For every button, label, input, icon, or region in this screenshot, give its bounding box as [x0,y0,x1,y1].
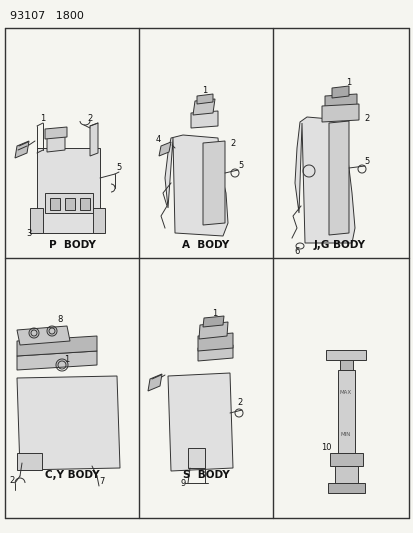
Polygon shape [17,453,42,470]
Text: MIN: MIN [340,432,350,438]
Text: 2: 2 [363,114,369,123]
Text: 1: 1 [64,356,69,365]
Text: 5: 5 [238,161,243,171]
Text: 1: 1 [346,77,351,86]
Text: 1: 1 [40,114,45,123]
Polygon shape [17,326,70,345]
Text: 9: 9 [180,480,185,489]
Polygon shape [45,127,67,139]
Polygon shape [337,370,354,453]
Polygon shape [327,483,364,493]
Polygon shape [15,141,29,158]
Text: P  BODY: P BODY [48,240,95,250]
Text: 2: 2 [87,114,93,123]
Polygon shape [65,198,75,210]
Polygon shape [17,351,97,370]
Text: 2: 2 [230,139,235,148]
Polygon shape [47,135,65,152]
Polygon shape [165,135,228,236]
Text: 4: 4 [155,134,160,143]
Polygon shape [190,111,218,128]
Text: C,Y BODY: C,Y BODY [45,470,99,480]
Polygon shape [324,94,356,112]
Polygon shape [17,336,97,356]
Polygon shape [147,374,161,391]
Text: S  BODY: S BODY [182,470,229,480]
Polygon shape [339,360,352,370]
Polygon shape [334,466,357,483]
Text: 6: 6 [294,246,299,255]
Polygon shape [45,193,93,213]
Text: 2: 2 [9,477,14,486]
Text: A  BODY: A BODY [182,240,229,250]
Polygon shape [331,86,348,98]
Polygon shape [329,453,362,466]
Text: 10: 10 [320,443,330,453]
Text: 7: 7 [99,478,104,487]
Polygon shape [197,333,233,351]
Polygon shape [197,94,212,104]
Text: 5: 5 [363,157,369,166]
Polygon shape [294,117,354,243]
Text: 8: 8 [57,316,62,325]
Polygon shape [90,123,98,156]
Polygon shape [93,208,105,233]
Polygon shape [50,198,60,210]
Text: 3: 3 [26,230,32,238]
Polygon shape [188,448,204,468]
Polygon shape [199,322,228,339]
Text: 1: 1 [212,309,217,318]
Polygon shape [328,121,348,235]
Polygon shape [192,99,214,115]
Polygon shape [30,208,43,233]
Text: 1: 1 [202,85,207,94]
Polygon shape [325,350,365,360]
Text: 2: 2 [237,399,242,408]
Polygon shape [37,148,100,233]
Text: 5: 5 [116,164,121,173]
Polygon shape [159,142,171,156]
Polygon shape [17,376,120,470]
Polygon shape [168,373,233,471]
Polygon shape [202,141,224,225]
Polygon shape [321,104,358,122]
Text: J,G BODY: J,G BODY [313,240,365,250]
Polygon shape [197,345,233,361]
Polygon shape [80,198,90,210]
Text: MAX: MAX [339,391,351,395]
Polygon shape [202,316,223,327]
Text: 93107   1800: 93107 1800 [10,11,84,21]
